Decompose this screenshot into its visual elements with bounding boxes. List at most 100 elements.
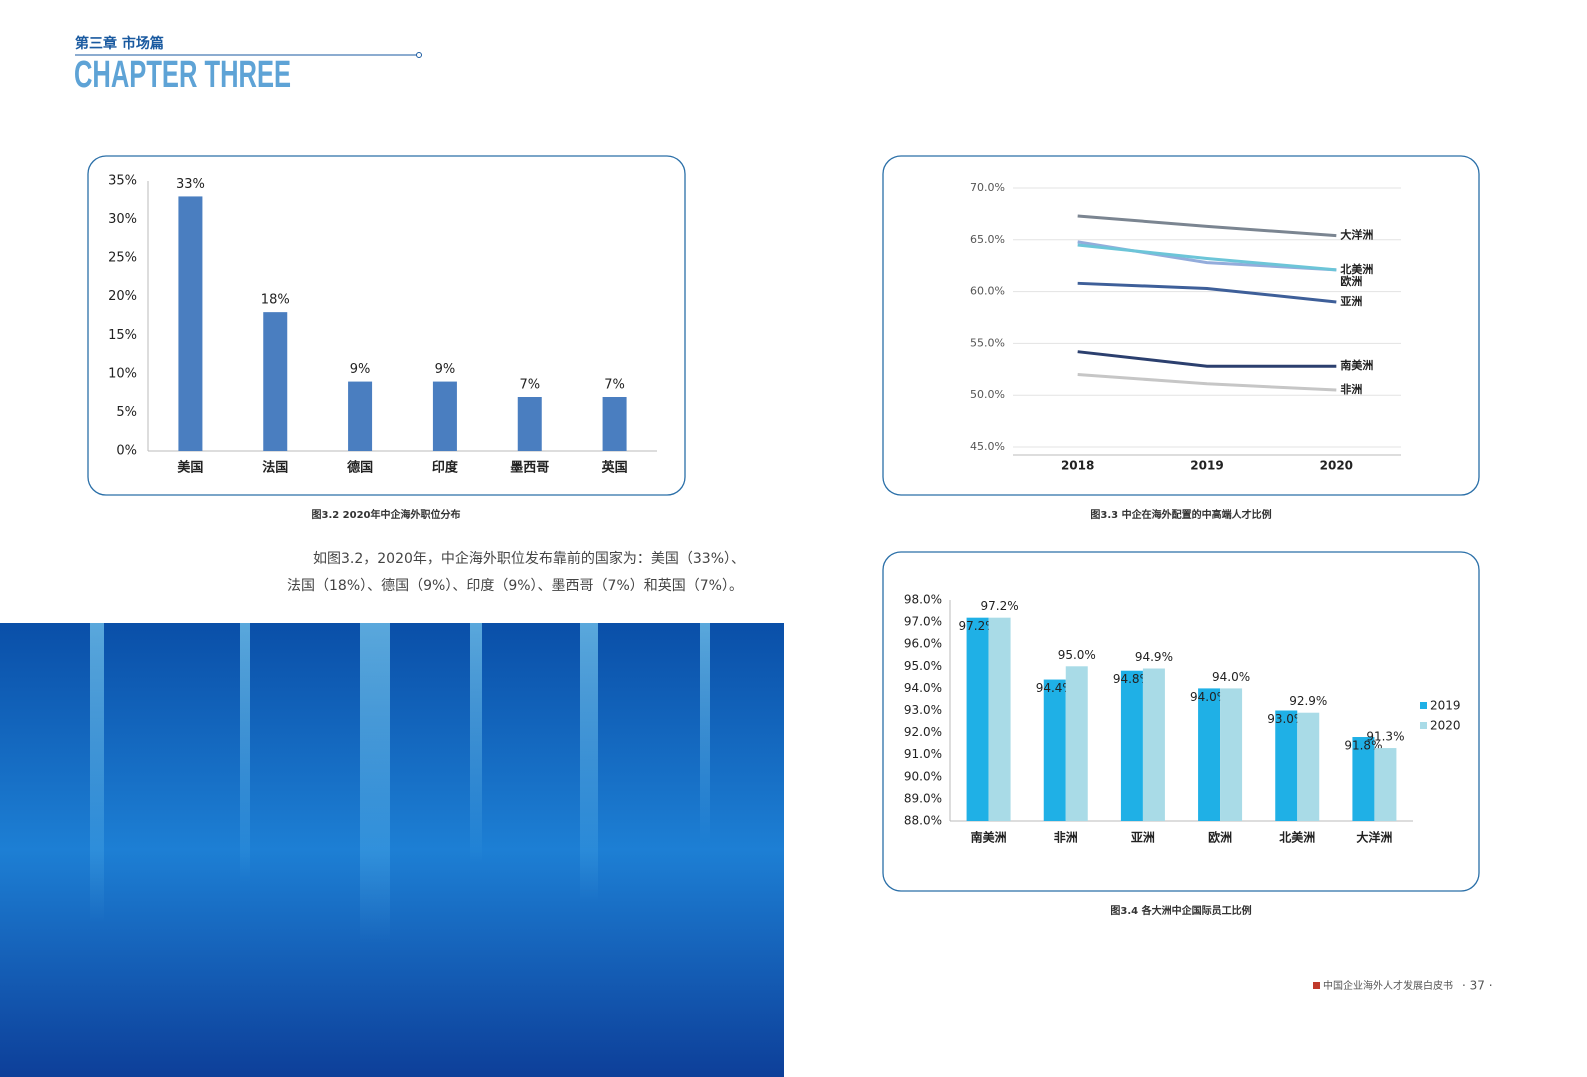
value-label: 92.9% [1289, 694, 1327, 708]
line-series [1077, 350, 1337, 368]
footer-marker [1313, 982, 1320, 989]
chapter-label: 第三章 市场篇 [75, 35, 164, 52]
y-tick-label: 93.0% [904, 703, 942, 717]
y-tick-label: 35% [108, 174, 137, 189]
bar [178, 196, 203, 451]
bar [1065, 666, 1088, 821]
y-tick-label: 70.0% [970, 181, 1005, 194]
legend-label: 欧洲 [1340, 274, 1362, 288]
y-tick-label: 25% [108, 251, 137, 266]
y-tick-label: 55.0% [970, 336, 1005, 349]
y-tick-label: 97.0% [904, 615, 942, 629]
x-tick-label: 英国 [601, 460, 628, 476]
image-stripe [580, 623, 598, 903]
value-label: 91.3% [1366, 730, 1404, 744]
image-stripe [90, 623, 104, 923]
bar [1120, 670, 1143, 821]
chart-frame [882, 155, 1480, 496]
value-label: 9% [350, 362, 371, 377]
body-text: 法国（18%）、德国（9%）、印度（9%）、墨西哥（7%）和英国（7%）。 [287, 577, 743, 594]
value-label: 95.0% [1058, 648, 1096, 662]
chart-caption: 图3.2 2020年中企海外职位分布 [311, 508, 460, 521]
chart-caption: 图3.4 各大洲中企国际员工比例 [1110, 904, 1251, 917]
value-label: 94.8% [1113, 672, 1151, 686]
y-tick-label: 96.0% [904, 637, 942, 651]
x-tick-label: 北美洲 [1279, 830, 1315, 845]
line-series [1077, 214, 1337, 238]
bar [263, 312, 288, 451]
x-tick-label: 法国 [262, 460, 288, 476]
legend-label: 非洲 [1340, 382, 1362, 396]
line-series [1077, 372, 1337, 392]
value-label: 97.2% [959, 619, 997, 633]
x-tick-label: 德国 [347, 460, 373, 476]
image-stripe [240, 623, 250, 883]
chapter-title: CHAPTER THREE [74, 54, 291, 96]
legend-label: 北美洲 [1340, 262, 1373, 276]
image-stripe [470, 623, 482, 863]
image-stripe [700, 623, 710, 843]
y-tick-label: 45.0% [970, 440, 1005, 453]
bar [1275, 710, 1298, 821]
bar [348, 381, 373, 451]
x-tick-label: 欧洲 [1208, 830, 1232, 845]
value-label: 7% [519, 378, 540, 393]
bar [988, 617, 1011, 821]
image-background [0, 623, 784, 1077]
y-tick-label: 90.0% [904, 769, 942, 783]
y-tick-label: 30% [108, 212, 137, 227]
y-tick-label: 88.0% [904, 814, 942, 828]
legend-label: 2019 [1430, 699, 1461, 713]
page-number: · 37 · [1462, 979, 1493, 993]
chart-caption: 图3.3 中企在海外配置的中高端人才比例 [1090, 508, 1271, 521]
bar [1220, 688, 1243, 821]
legend-swatch [1420, 722, 1427, 729]
value-label: 94.0% [1212, 670, 1250, 684]
bar [1142, 668, 1165, 821]
y-tick-label: 5% [116, 405, 137, 420]
footer-publication: 中国企业海外人才发展白皮书 [1323, 979, 1453, 992]
bar [1198, 688, 1221, 821]
y-tick-label: 50.0% [970, 388, 1005, 401]
line-series [1077, 281, 1337, 304]
x-tick-label: 美国 [177, 460, 203, 476]
bar [1043, 679, 1066, 821]
y-tick-label: 91.0% [904, 747, 942, 761]
y-tick-label: 92.0% [904, 725, 942, 739]
y-tick-label: 10% [108, 366, 137, 381]
x-tick-label: 南美洲 [971, 830, 1007, 845]
value-label: 93.0% [1267, 712, 1305, 726]
y-tick-label: 20% [108, 289, 137, 304]
legend-label: 亚洲 [1340, 295, 1362, 308]
x-tick-label: 墨西哥 [510, 460, 549, 476]
x-tick-label: 大洋洲 [1356, 830, 1392, 845]
legend-swatch [1420, 702, 1427, 709]
legend-label: 大洋洲 [1340, 228, 1373, 242]
y-tick-label: 95.0% [904, 659, 942, 673]
value-label: 94.0% [1190, 690, 1228, 704]
value-label: 9% [435, 362, 456, 377]
y-tick-label: 0% [116, 444, 137, 459]
value-label: 18% [261, 293, 290, 308]
bar [1297, 712, 1320, 821]
bar [602, 397, 627, 451]
value-label: 94.9% [1135, 650, 1173, 664]
legend-label: 南美洲 [1340, 358, 1373, 372]
value-label: 94.4% [1036, 681, 1074, 695]
y-tick-label: 98.0% [904, 593, 942, 607]
value-label: 33% [176, 177, 205, 192]
x-tick-label: 印度 [432, 460, 459, 476]
y-tick-label: 94.0% [904, 681, 942, 695]
value-label: 91.8% [1344, 739, 1382, 753]
x-tick-label: 非洲 [1054, 830, 1078, 845]
y-tick-label: 15% [108, 328, 137, 343]
y-tick-label: 65.0% [970, 233, 1005, 246]
bar [1352, 737, 1375, 821]
bar [1374, 748, 1397, 821]
image-stripe [360, 623, 390, 943]
y-tick-label: 89.0% [904, 791, 942, 805]
bar [517, 397, 542, 451]
x-tick-label: 亚洲 [1131, 831, 1155, 845]
